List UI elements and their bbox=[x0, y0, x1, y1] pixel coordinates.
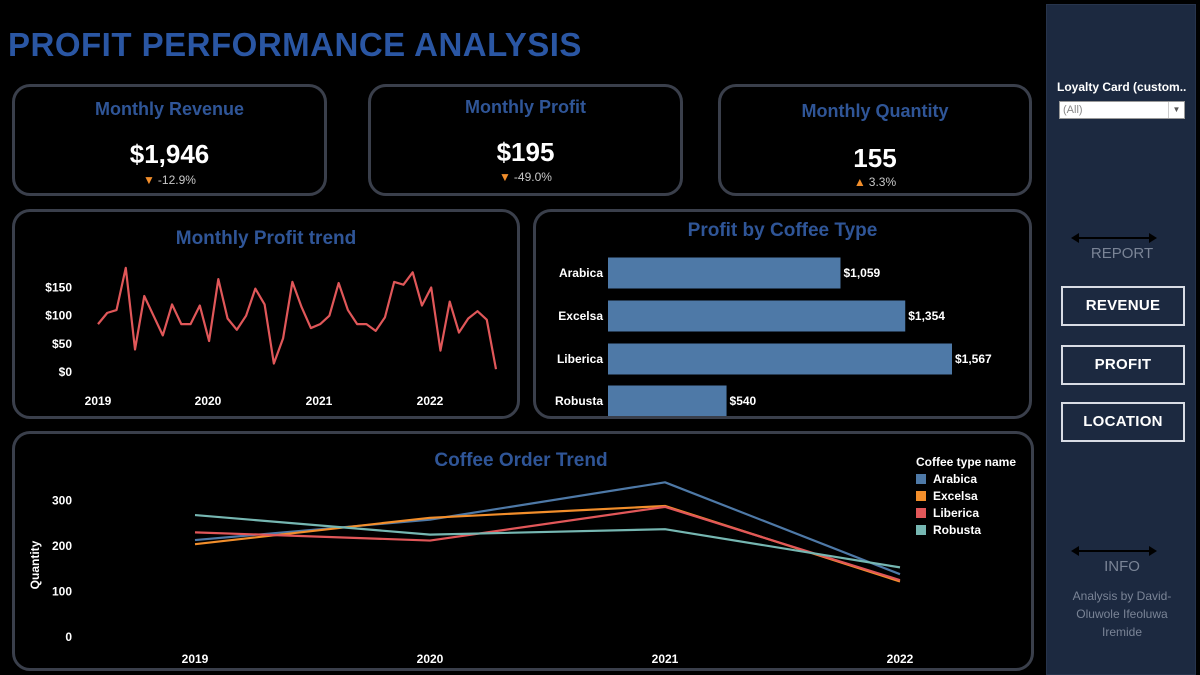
bar-value-label: $540 bbox=[730, 394, 757, 408]
bar-value-label: $1,354 bbox=[908, 309, 945, 323]
revenue-delta-value: -12.9% bbox=[157, 173, 196, 187]
up-arrow-icon: ▲ bbox=[853, 175, 866, 189]
profit-trend-card: Monthly Profit trend $0 $50 $100 $150 2019 20… bbox=[12, 209, 520, 419]
legend-swatch bbox=[916, 491, 926, 501]
profit-trend-chart: $0 $50 $100 $150 2019 2020 2021 2022 bbox=[45, 266, 498, 408]
profit-series-line bbox=[97, 266, 498, 370]
profit-kpi-card: Monthly Profit $195 ▼ -49.0% bbox=[368, 84, 683, 196]
order-trend-title: Coffee Order Trend bbox=[434, 450, 608, 471]
legend-label: Arabica bbox=[933, 472, 977, 486]
author-credit-line: Iremide bbox=[1101, 625, 1142, 639]
revenue-kpi-card: Monthly Revenue $1,946 ▼ -12.9% bbox=[12, 84, 327, 196]
quantity-kpi-value: 155 bbox=[853, 143, 897, 173]
location-button[interactable]: LOCATION bbox=[1061, 402, 1185, 442]
x-tick-label: 2019 bbox=[182, 652, 209, 666]
legend-label: Excelsa bbox=[933, 489, 978, 503]
author-credit-line: Analysis by David- bbox=[1072, 589, 1172, 603]
series-line-excelsa bbox=[194, 504, 901, 583]
y-tick-label: $100 bbox=[45, 309, 72, 323]
x-tick-label: 2019 bbox=[85, 394, 112, 408]
y-tick-label: $50 bbox=[52, 337, 72, 351]
series-line-arabica bbox=[194, 481, 901, 576]
page-title: PROFIT PERFORMANCE ANALYSIS bbox=[8, 26, 582, 63]
bar bbox=[608, 300, 906, 332]
revenue-kpi-label: Monthly Revenue bbox=[94, 99, 245, 119]
y-tick-label: $150 bbox=[45, 281, 72, 295]
quantity-delta-value: 3.3% bbox=[868, 175, 897, 189]
y-tick-label: 100 bbox=[52, 585, 72, 599]
quantity-kpi-card: Monthly Quantity 155 ▲ 3.3% bbox=[718, 84, 1032, 196]
profit-delta-value: -49.0% bbox=[513, 170, 552, 184]
bar-value-label: $1,059 bbox=[843, 266, 880, 280]
x-tick-label: 2022 bbox=[417, 394, 444, 408]
series-line-liberica bbox=[194, 505, 901, 582]
revenue-kpi-delta: ▼ -12.9% bbox=[15, 173, 324, 187]
revenue-button[interactable]: REVENUE bbox=[1061, 286, 1185, 326]
category-label: Liberica bbox=[557, 352, 603, 366]
down-arrow-icon: ▼ bbox=[143, 173, 155, 187]
legend-label: Robusta bbox=[933, 523, 981, 537]
quantity-kpi-delta: ▲ 3.3% bbox=[721, 175, 1029, 189]
x-tick-label: 2022 bbox=[887, 652, 914, 666]
loyalty-card-filter-value: (All) bbox=[1063, 104, 1083, 116]
report-section-label: REPORT bbox=[1090, 245, 1154, 262]
order-trend-card: Coffee Order Trend 0 100 200 300 2019 2020 202… bbox=[12, 431, 1034, 671]
category-label: Robusta bbox=[555, 394, 603, 408]
order-trend-chart: 0 100 200 300 2019 2020 2021 2022 Quantity Coffee… bbox=[28, 455, 1016, 666]
quantity-kpi-label: Monthly Quantity bbox=[801, 101, 949, 121]
coffee-type-card: Profit by Coffee Type Arabica $1,059 Excel… bbox=[533, 209, 1032, 419]
x-tick-label: 2021 bbox=[306, 394, 333, 408]
bar bbox=[608, 385, 727, 416]
profit-trend-title: Monthly Profit trend bbox=[175, 228, 357, 249]
bar-value-label: $1,567 bbox=[955, 352, 992, 366]
legend-label: Liberica bbox=[933, 506, 979, 520]
revenue-kpi-value: $1,946 bbox=[129, 139, 210, 169]
profit-button[interactable]: PROFIT bbox=[1061, 345, 1185, 385]
legend-swatch bbox=[916, 508, 926, 518]
y-tick-label: $0 bbox=[59, 365, 73, 379]
author-credit-line: Oluwole Ifeoluwa bbox=[1076, 607, 1168, 621]
profit-kpi-delta: ▼ -49.0% bbox=[371, 170, 680, 184]
legend-swatch bbox=[916, 474, 926, 484]
loyalty-card-filter-label: Loyalty Card (custom.. bbox=[1057, 80, 1187, 94]
y-tick-label: 200 bbox=[52, 539, 72, 553]
x-tick-label: 2020 bbox=[195, 394, 222, 408]
down-arrow-icon: ▼ bbox=[499, 170, 511, 184]
double-arrow-icon bbox=[1071, 233, 1157, 243]
legend-title: Coffee type name bbox=[916, 455, 1016, 469]
x-tick-label: 2020 bbox=[417, 652, 444, 666]
author-credit: Analysis by David- Oluwole Ifeoluwa Irem… bbox=[1057, 587, 1187, 641]
y-axis-label: Quantity bbox=[28, 540, 42, 589]
series-line-robusta bbox=[194, 513, 901, 569]
x-tick-label: 2021 bbox=[652, 652, 679, 666]
y-tick-label: 0 bbox=[65, 630, 72, 644]
coffee-type-title: Profit by Coffee Type bbox=[687, 220, 878, 241]
double-arrow-icon bbox=[1071, 546, 1157, 556]
bar bbox=[608, 343, 952, 375]
y-tick-label: 300 bbox=[52, 494, 72, 508]
legend-swatch bbox=[916, 525, 926, 535]
category-label: Arabica bbox=[559, 266, 603, 280]
sidebar: Loyalty Card (custom.. (All) ▼ REPORT RE… bbox=[1046, 4, 1196, 675]
category-label: Excelsa bbox=[558, 309, 603, 323]
chevron-down-icon[interactable]: ▼ bbox=[1168, 102, 1184, 118]
bar bbox=[608, 257, 841, 289]
info-section-label: INFO bbox=[1104, 558, 1140, 575]
profit-kpi-label: Monthly Profit bbox=[465, 97, 586, 117]
coffee-type-chart: Arabica $1,059 Excelsa $1,354 Liberica $1,567… bbox=[555, 257, 992, 416]
profit-kpi-value: $195 bbox=[496, 137, 555, 167]
loyalty-card-filter-select[interactable]: (All) ▼ bbox=[1059, 101, 1185, 119]
